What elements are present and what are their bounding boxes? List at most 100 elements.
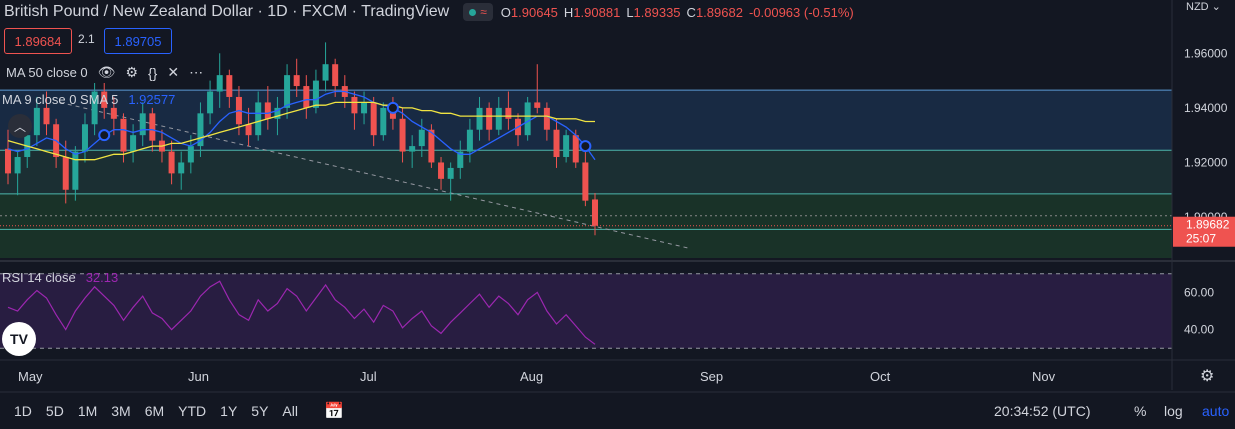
countdown-label: 25:07 xyxy=(1186,232,1216,246)
crossover-marker xyxy=(386,101,399,114)
candle xyxy=(197,102,204,158)
ma9-legend[interactable]: MA 9 close 0 SMA 5 1.92577 xyxy=(2,92,175,107)
candle-body xyxy=(553,129,560,158)
candle-body xyxy=(524,102,531,136)
rsi-label: RSI 14 close xyxy=(2,270,76,285)
source-code-icon[interactable]: {} xyxy=(148,64,158,81)
candle xyxy=(582,151,589,207)
timeframe-5d[interactable]: 5D xyxy=(45,403,64,419)
currency-selector[interactable]: NZD ⌄ xyxy=(1186,0,1221,13)
candle xyxy=(466,118,473,163)
timeframe-ytd[interactable]: YTD xyxy=(178,403,207,419)
time-tick-label: Oct xyxy=(870,369,891,384)
auto-toggle[interactable]: auto xyxy=(1202,403,1230,419)
percent-toggle[interactable]: % xyxy=(1134,403,1147,419)
tradingview-logo-icon[interactable]: TV xyxy=(2,322,36,356)
candle xyxy=(91,80,98,136)
timeframe-1m[interactable]: 1M xyxy=(77,403,98,419)
candle xyxy=(322,42,329,92)
candle xyxy=(293,58,300,97)
clock[interactable]: 20:34:52 (UTC) xyxy=(994,403,1091,419)
ohlc-item: L1.89335 xyxy=(626,5,680,20)
more-icon[interactable]: ⋯ xyxy=(189,64,204,80)
timeframe-1d[interactable]: 1D xyxy=(14,403,32,419)
candle xyxy=(284,64,291,119)
ma50-legend[interactable]: MA 50 close 0 👁 ⚙ {} ✕ ⋯ xyxy=(2,62,208,83)
eye-icon[interactable]: 👁 xyxy=(97,64,116,80)
candle xyxy=(264,86,271,130)
candle xyxy=(563,129,570,163)
date-range-icon[interactable]: 📅 xyxy=(323,403,344,420)
pane-separator xyxy=(0,260,1235,262)
candle-body xyxy=(91,91,98,125)
candle-body xyxy=(72,151,79,190)
close-icon[interactable]: ✕ xyxy=(167,64,180,80)
candle-body xyxy=(312,80,319,108)
candle xyxy=(62,140,69,204)
candle xyxy=(245,107,252,147)
candle xyxy=(216,53,223,108)
candle-body xyxy=(139,113,146,136)
symbol-title[interactable]: British Pound / New Zealand Dollar · 1D … xyxy=(4,3,450,20)
candle-body xyxy=(274,107,281,119)
gear-icon[interactable]: ⚙ xyxy=(125,64,138,80)
timeframe-3m[interactable]: 3M xyxy=(111,403,131,419)
candle xyxy=(428,124,435,168)
candle xyxy=(207,80,214,125)
timeframe-all[interactable]: All xyxy=(282,403,298,419)
sell-price: 1.89684 xyxy=(14,33,62,49)
candle-body xyxy=(534,102,541,108)
candle xyxy=(110,96,117,136)
sell-button[interactable]: 1.89684 xyxy=(4,28,72,54)
candle-body xyxy=(14,157,21,174)
candle-body xyxy=(572,135,579,163)
candle xyxy=(226,69,233,108)
candle xyxy=(312,69,319,114)
candle-body xyxy=(187,146,194,163)
candle-body xyxy=(399,118,406,152)
ohlc-key: C xyxy=(686,4,696,20)
candle-body xyxy=(409,146,416,152)
timeframe-1y[interactable]: 1Y xyxy=(220,403,238,419)
market-open-icon xyxy=(469,8,477,16)
buy-button[interactable]: 1.89705 xyxy=(104,28,172,54)
candle-body xyxy=(255,102,262,136)
candle xyxy=(130,124,137,163)
time-tick-label: Aug xyxy=(520,369,543,384)
candle xyxy=(351,91,358,130)
candle-body xyxy=(370,102,377,136)
candle xyxy=(505,91,512,130)
candle-body xyxy=(447,167,454,179)
timeframe-5y[interactable]: 5Y xyxy=(251,403,269,419)
market-status-badge[interactable]: ≈ xyxy=(463,3,493,21)
collapse-legend-button[interactable]: ︿ xyxy=(8,114,32,138)
price-tick-label: 1.92000 xyxy=(1184,155,1228,169)
candle-body xyxy=(245,124,252,136)
candle-body xyxy=(563,135,570,158)
rsi-legend[interactable]: RSI 14 close 32.13 xyxy=(2,270,118,285)
candle-body xyxy=(33,107,40,136)
timeframe-6m[interactable]: 6M xyxy=(144,403,165,419)
candle-body xyxy=(486,107,493,130)
candle xyxy=(332,58,339,97)
candle xyxy=(139,102,146,147)
candle xyxy=(43,91,50,136)
candle-body xyxy=(582,162,589,201)
candle xyxy=(178,151,185,190)
candle-body xyxy=(418,129,425,147)
rsi-tick-label: 60.00 xyxy=(1184,285,1214,299)
candle xyxy=(187,135,194,174)
chart-settings-gear-icon[interactable]: ⚙ xyxy=(1200,368,1215,385)
ohlc-item: -0.00963 (-0.51%) xyxy=(749,5,854,20)
candle xyxy=(476,96,483,141)
candle-body xyxy=(81,124,88,152)
candle-body xyxy=(264,102,271,119)
log-toggle[interactable]: log xyxy=(1164,403,1183,419)
ma9-value: 1.92577 xyxy=(128,92,176,107)
candle xyxy=(486,102,493,141)
ohlc-item: H1.90881 xyxy=(564,5,620,20)
candle-body xyxy=(110,107,117,119)
candle xyxy=(399,107,406,163)
candle-body xyxy=(149,113,156,141)
